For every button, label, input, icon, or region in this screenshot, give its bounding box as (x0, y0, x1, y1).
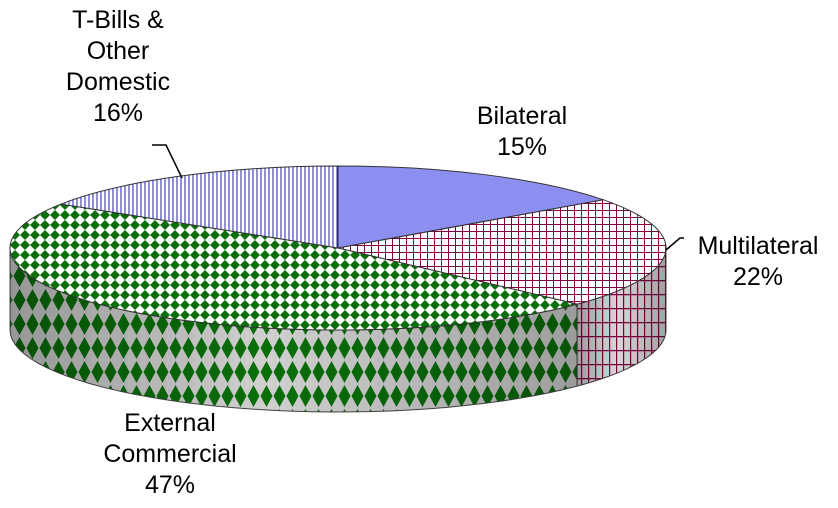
leader-line-t-bills-and-other-domestic (152, 144, 183, 179)
slice-labels: Bilateral 15% Multilateral 22% External Comme… (66, 6, 819, 499)
side-wall-shade-external-commercial (10, 248, 578, 412)
label-leader-lines (152, 144, 684, 251)
label-line: 16% (93, 99, 143, 127)
label-t-bills-and-other-domestic: T-Bills & Other Domestic 16% (66, 6, 170, 127)
label-line: T-Bills & (72, 6, 164, 34)
label-multilateral: Multilateral 22% (698, 232, 819, 291)
label-line: Bilateral (477, 102, 567, 130)
pie-top-slices (9, 165, 667, 331)
label-line: 15% (497, 133, 547, 161)
leader-line-multilateral (665, 237, 684, 251)
label-external-commercial: External Commercial 47% (103, 409, 236, 499)
label-line: Other (87, 37, 150, 65)
slice-external-commercial (9, 203, 578, 331)
slice-t-bills-and-other-domestic (59, 165, 339, 249)
label-line: Commercial (103, 440, 236, 468)
label-line: Domestic (66, 68, 170, 96)
slice-bilateral (337, 165, 606, 249)
label-bilateral: Bilateral 15% (477, 102, 567, 161)
label-line: External (124, 409, 216, 437)
side-wall-shade-multilateral (577, 248, 666, 387)
label-line: 22% (733, 263, 783, 291)
slice-multilateral (337, 199, 667, 305)
label-line: 47% (145, 471, 195, 499)
label-line: Multilateral (698, 232, 819, 260)
pie-side-walls (9, 247, 667, 413)
